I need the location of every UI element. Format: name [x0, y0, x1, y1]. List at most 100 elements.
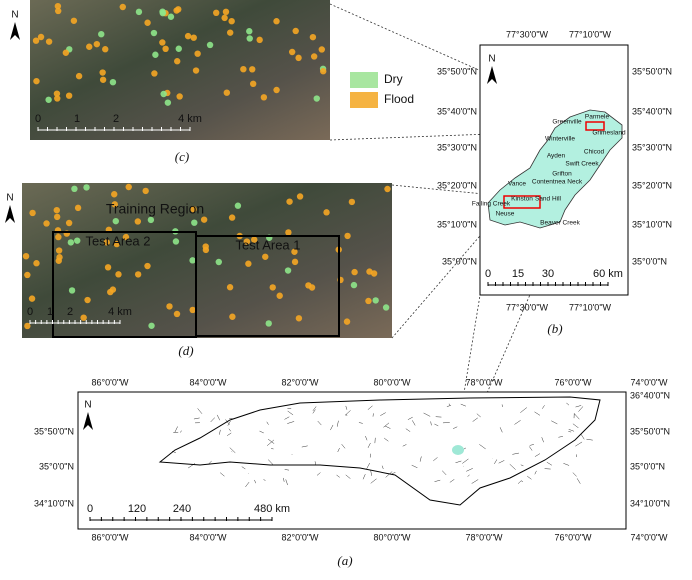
tract-edge — [336, 420, 339, 427]
point — [86, 43, 93, 50]
scale-label: 30 — [542, 268, 554, 280]
tract-edge — [380, 412, 386, 416]
point — [240, 65, 247, 73]
point — [344, 232, 351, 240]
tract-edge — [316, 472, 321, 476]
point — [102, 46, 109, 53]
point — [348, 198, 356, 206]
lat-label: 35°0'0"N — [632, 256, 667, 266]
point — [295, 315, 303, 322]
scale-label: 4 km — [178, 113, 202, 125]
tract-edge — [337, 447, 340, 453]
point — [273, 18, 280, 25]
point — [382, 304, 390, 311]
tract-edge — [434, 479, 441, 482]
point — [189, 257, 196, 264]
point — [351, 268, 358, 276]
lat-label: 34°10'0"N — [34, 498, 74, 508]
point — [167, 13, 175, 20]
point — [384, 185, 391, 193]
tract-edge — [563, 463, 570, 466]
point — [159, 8, 166, 15]
imagery-d — [22, 183, 392, 338]
point — [265, 320, 272, 327]
point — [174, 58, 181, 65]
place-label: Chicod — [584, 149, 605, 156]
lat-label: 35°50'0"N — [632, 66, 672, 76]
point — [28, 295, 36, 302]
point — [206, 41, 214, 49]
scale-label: 2 — [67, 306, 73, 318]
point — [103, 239, 111, 246]
point — [111, 201, 119, 208]
tract-edge — [568, 429, 575, 432]
point — [194, 50, 201, 57]
tract-edge — [385, 471, 393, 478]
lon-label: 86°0'0"W — [91, 377, 129, 387]
point — [249, 66, 256, 73]
tract-edge — [367, 442, 371, 448]
tract-edge — [542, 405, 545, 409]
point — [45, 38, 53, 45]
tract-edge — [462, 458, 469, 464]
tract-edge — [285, 479, 288, 486]
point — [291, 248, 298, 255]
county-map — [487, 109, 623, 229]
point — [313, 95, 320, 102]
study-area — [452, 445, 464, 455]
point — [284, 267, 292, 274]
point — [269, 284, 276, 291]
north-label: N — [488, 54, 495, 65]
point — [173, 310, 181, 318]
tract-edge — [529, 444, 534, 446]
point — [37, 33, 45, 41]
point — [175, 45, 182, 52]
lat-label: 35°30'0"N — [632, 142, 672, 152]
tract-edge — [266, 439, 275, 446]
point — [166, 303, 173, 310]
point — [43, 220, 50, 227]
tract-edge — [527, 475, 532, 480]
point — [245, 260, 252, 267]
point — [122, 233, 130, 241]
tract-edge — [434, 423, 439, 427]
point — [55, 7, 62, 15]
point — [366, 268, 373, 275]
lat-label: 35°30'0"N — [437, 142, 477, 152]
point — [310, 53, 318, 60]
point — [273, 86, 280, 94]
tract-edge — [578, 406, 584, 412]
point — [246, 35, 253, 42]
point — [84, 296, 91, 304]
tract-edge — [229, 447, 236, 454]
tract-edge — [241, 466, 246, 470]
highlight-box — [585, 121, 605, 131]
lon-label: 80°0'0"W — [373, 532, 411, 542]
point — [65, 92, 73, 99]
tract-edge — [476, 413, 481, 418]
tract-edge — [345, 474, 351, 479]
tract-edge — [344, 410, 351, 416]
point — [148, 322, 155, 329]
point — [243, 238, 251, 245]
tract-edge — [467, 474, 470, 477]
tract-edge — [254, 479, 256, 484]
point — [144, 19, 151, 26]
lat-label: 36°40'0"N — [630, 390, 670, 400]
point — [53, 90, 61, 97]
point — [223, 89, 231, 96]
point — [33, 260, 40, 267]
point — [200, 216, 208, 223]
point — [222, 8, 230, 16]
north-arrow — [5, 205, 15, 223]
point — [246, 28, 253, 35]
tract-edge — [283, 477, 285, 482]
tract-edge — [193, 417, 200, 420]
place-label: Parmele — [585, 114, 610, 121]
point — [176, 93, 183, 100]
tract-edge — [494, 459, 498, 465]
tract-edge — [370, 470, 372, 476]
lat-label: 35°0'0"N — [630, 461, 665, 471]
tract-edge — [534, 470, 537, 475]
lon-label: 77°30'0"W — [506, 29, 549, 39]
